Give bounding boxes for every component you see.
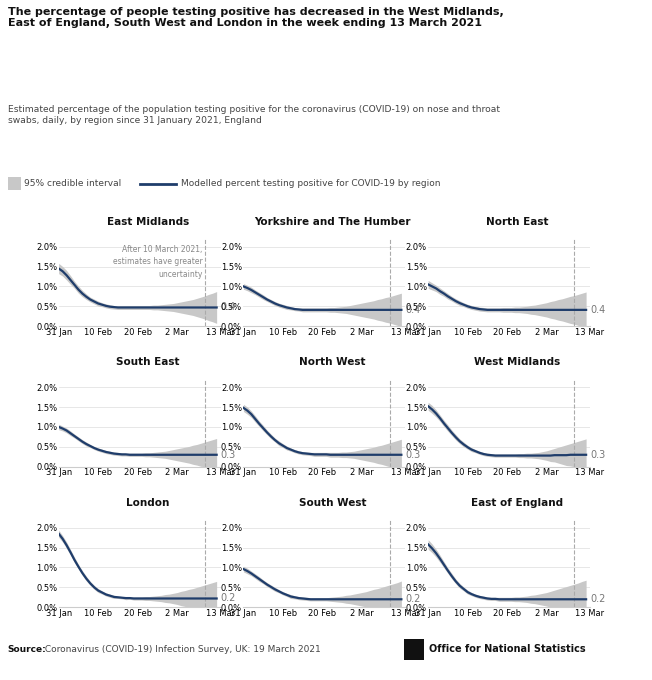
Text: 0.4: 0.4 — [406, 305, 421, 315]
Text: Source:: Source: — [8, 645, 46, 653]
Text: East of England: East of England — [471, 498, 563, 508]
Text: East Midlands: East Midlands — [107, 217, 189, 227]
Text: 0.2: 0.2 — [406, 594, 421, 605]
Text: 0.3: 0.3 — [221, 449, 236, 460]
Text: 0.3: 0.3 — [590, 449, 606, 460]
Text: West Midlands: West Midlands — [474, 358, 560, 367]
Text: 0.2: 0.2 — [221, 594, 236, 603]
Text: 0.3: 0.3 — [406, 449, 421, 460]
Text: 0.4: 0.4 — [590, 305, 606, 315]
Text: South East: South East — [116, 358, 179, 367]
Text: Estimated percentage of the population testing positive for the coronavirus (COV: Estimated percentage of the population t… — [8, 105, 500, 125]
Text: Office for National Statistics: Office for National Statistics — [429, 645, 585, 654]
Text: North West: North West — [299, 358, 366, 367]
Text: London: London — [126, 498, 170, 508]
Text: 0.4: 0.4 — [221, 303, 236, 313]
Text: Coronavirus (COVID-19) Infection Survey, UK: 19 March 2021: Coronavirus (COVID-19) Infection Survey,… — [42, 645, 321, 653]
Text: North East: North East — [486, 217, 548, 227]
Text: After 10 March 2021,
estimates have greater
uncertainty: After 10 March 2021, estimates have grea… — [113, 245, 203, 279]
Text: Modelled percent testing positive for COVID-19 by region: Modelled percent testing positive for CO… — [181, 179, 441, 188]
Text: 95% credible interval: 95% credible interval — [24, 179, 121, 188]
Text: South West: South West — [299, 498, 366, 508]
Text: Yorkshire and The Humber: Yorkshire and The Humber — [254, 217, 411, 227]
Text: 0.2: 0.2 — [590, 594, 606, 605]
Text: The percentage of people testing positive has decreased in the West Midlands,
Ea: The percentage of people testing positiv… — [8, 7, 503, 29]
